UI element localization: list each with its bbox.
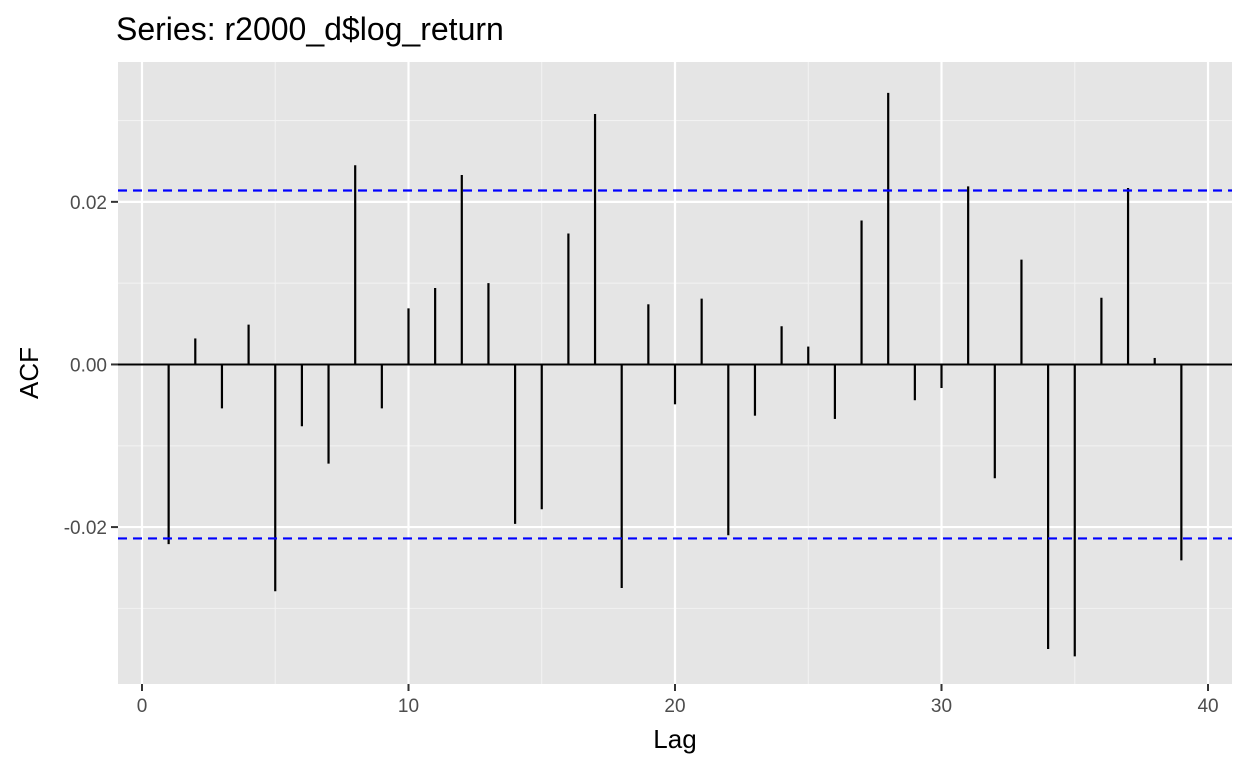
- x-tick-label: 20: [664, 696, 685, 717]
- confidence-bounds: [118, 189, 1232, 540]
- chart-title: Series: r2000_d$log_return: [116, 11, 504, 47]
- x-axis-title: Lag: [653, 724, 696, 754]
- x-tick-label: 10: [398, 696, 419, 717]
- y-axis-title: ACF: [14, 347, 44, 399]
- x-tick-label: 40: [1197, 696, 1218, 717]
- x-tick-label: 30: [931, 696, 952, 717]
- y-tick-label: 0.00: [70, 355, 107, 376]
- y-tick-label: -0.02: [64, 518, 107, 539]
- x-tick-label: 0: [137, 696, 148, 717]
- y-axis: -0.02 0.00 0.02: [64, 193, 118, 539]
- acf-bars: [167, 92, 1183, 657]
- x-axis: 0 10 20 30 40: [137, 684, 1219, 717]
- y-tick-label: 0.02: [70, 193, 107, 214]
